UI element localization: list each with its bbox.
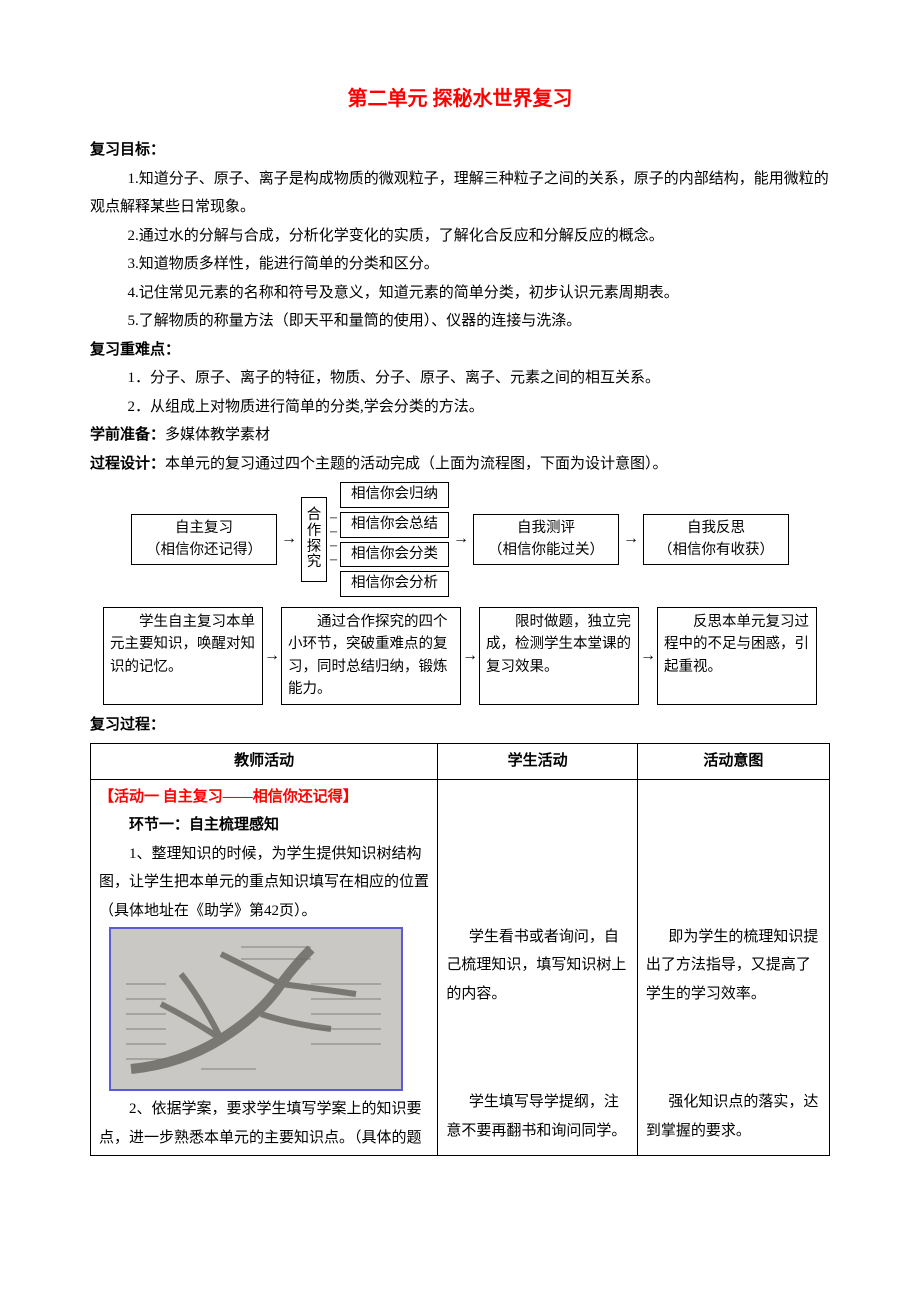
flow-text: （相信你能过关） [488,542,604,558]
table-row: 【活动一 自主复习——相信你还记得】 环节一：自主梳理感知 1、整理知识的时候，… [91,779,830,1156]
flow-stack: 相信你会归纳 相信你会总结 相信你会分类 相信你会分析 [340,482,449,597]
prep-value: 多媒体教学素材 [165,427,270,443]
goal-item: 5.了解物质的称量方法（即天平和量筒的使用）、仪器的连接与洗涤。 [90,307,830,336]
activity-title: 【活动一 自主复习——相信你还记得】 [99,789,358,805]
teacher-activity-cell: 【活动一 自主复习——相信你还记得】 环节一：自主梳理感知 1、整理知识的时候，… [91,779,438,1156]
step-label: 环节一：自主梳理感知 [129,817,279,833]
flow-stack-item: 相信你会分析 [340,571,449,597]
prep-line: 学前准备：多媒体教学素材 [90,421,830,450]
flow-text: （相信你还记得） [146,542,262,558]
flow-text: 作 [307,524,322,540]
flow-box-self-review: 自主复习 （相信你还记得） [131,514,277,566]
flow-text: （相信你有收获） [658,542,774,558]
difficult-item: 1．分子、原子、离子的特征，物质、分子、原子、离子、元素之间的相互关系。 [90,364,830,393]
flow-box-self-test: 自我测评 （相信你能过关） [473,514,619,566]
arrow-icon: → [279,524,299,554]
goals-section: 复习目标： 1.知道分子、原子、离子是构成物质的微观粒子，理解三种粒子之间的关系… [90,136,830,336]
table-header-row: 教师活动 学生活动 活动意图 [91,744,830,780]
goal-item: 4.记住常见元素的名称和符号及意义，知道元素的简单分类，初步认识元素周期表。 [90,279,830,308]
arrow-icon: → [639,641,657,671]
flow-box-reflect: 自我反思 （相信你有收获） [643,514,789,566]
arrow-icon: → [461,641,479,671]
process-design-line: 过程设计：本单元的复习通过四个主题的活动完成（上面为流程图，下面为设计意图）。 [90,450,830,479]
spacer [646,1008,821,1088]
flow-text: 自主复习 [175,520,233,536]
flow-text: 究 [307,555,322,571]
process-design-value: 本单元的复习通过四个主题的活动完成（上面为流程图，下面为设计意图）。 [165,456,668,472]
teacher-text: 2、依据学案，要求学生填写学案上的知识要点，进一步熟悉本单元的主要知识点。（具体… [99,1095,429,1152]
flow-stack-item: 相信你会归纳 [340,482,449,508]
arrow-icon: → [263,641,281,671]
spacer [446,1008,629,1088]
flow-box-coop: 合 作 探 究 [301,497,327,583]
goals-label: 复习目标： [90,142,165,158]
flow-row-top: 自主复习 （相信你还记得） → 合 作 探 究 ──── 相信你会归纳 相信你会… [90,482,830,597]
difficult-label: 复习重难点： [90,342,180,358]
flow-desc-4: 反思本单元复习过程中的不足与困惑，引起重视。 [657,607,817,705]
flowchart: 自主复习 （相信你还记得） → 合 作 探 究 ──── 相信你会归纳 相信你会… [90,482,830,705]
page-title: 第二单元 探秘水世界复习 [90,80,830,118]
flow-text: 自我测评 [517,520,575,536]
table-header: 活动意图 [637,744,829,780]
arrow-icon: → [621,524,641,554]
flow-desc-2: 通过合作探究的四个小环节，突破重难点的复习，同时总结归纳，锻炼能力。 [281,607,461,705]
flow-stack-item: 相信你会总结 [340,512,449,538]
flow-text: 合 [307,508,322,524]
flow-stack-item: 相信你会分类 [340,542,449,568]
knowledge-tree-image [109,927,403,1091]
prep-label: 学前准备： [90,427,165,443]
flow-text: 自我反思 [687,520,745,536]
goal-item: 2.通过水的分解与合成，分析化学变化的实质，了解化合反应和分解反应的概念。 [90,222,830,251]
flow-desc-3: 限时做题，独立完成，检测学生本堂课的复习效果。 [479,607,639,705]
difficult-section: 复习重难点： 1．分子、原子、离子的特征，物质、分子、原子、离子、元素之间的相互… [90,336,830,422]
bracket: ──── [329,513,338,567]
flow-desc-1: 学生自主复习本单元主要知识，唤醒对知识的记忆。 [103,607,263,705]
table-header: 学生活动 [438,744,638,780]
process-label: 复习过程： [90,717,165,733]
goal-item: 1.知道分子、原子、离子是构成物质的微观粒子，理解三种粒子之间的关系，原子的内部… [90,165,830,222]
intent-text: 即为学生的梳理知识提出了方法指导，又提高了学生的学习效率。 [646,923,821,1009]
intent-cell: 即为学生的梳理知识提出了方法指导，又提高了学生的学习效率。 强化知识点的落实，达… [637,779,829,1156]
flow-row-desc: 学生自主复习本单元主要知识，唤醒对知识的记忆。 → 通过合作探究的四个小环节，突… [90,607,830,705]
goal-item: 3.知道物质多样性，能进行简单的分类和区分。 [90,250,830,279]
spacer [646,783,821,923]
student-activity-cell: 学生看书或者询问，自己梳理知识，填写知识树上的内容。 学生填写导学提纲，注意不要… [438,779,638,1156]
spacer [446,783,629,923]
difficult-item: 2．从组成上对物质进行简单的分类,学会分类的方法。 [90,393,830,422]
process-table: 教师活动 学生活动 活动意图 【活动一 自主复习——相信你还记得】 环节一：自主… [90,743,830,1156]
arrow-icon: → [451,524,471,554]
student-text: 学生看书或者询问，自己梳理知识，填写知识树上的内容。 [446,923,629,1009]
student-text: 学生填写导学提纲，注意不要再翻书和询问同学。 [446,1088,629,1145]
table-header: 教师活动 [91,744,438,780]
teacher-text: 1、整理知识的时候，为学生提供知识树结构图，让学生把本单元的重点知识填写在相应的… [99,840,429,926]
intent-text: 强化知识点的落实，达到掌握的要求。 [646,1088,821,1145]
process-design-label: 过程设计： [90,456,165,472]
